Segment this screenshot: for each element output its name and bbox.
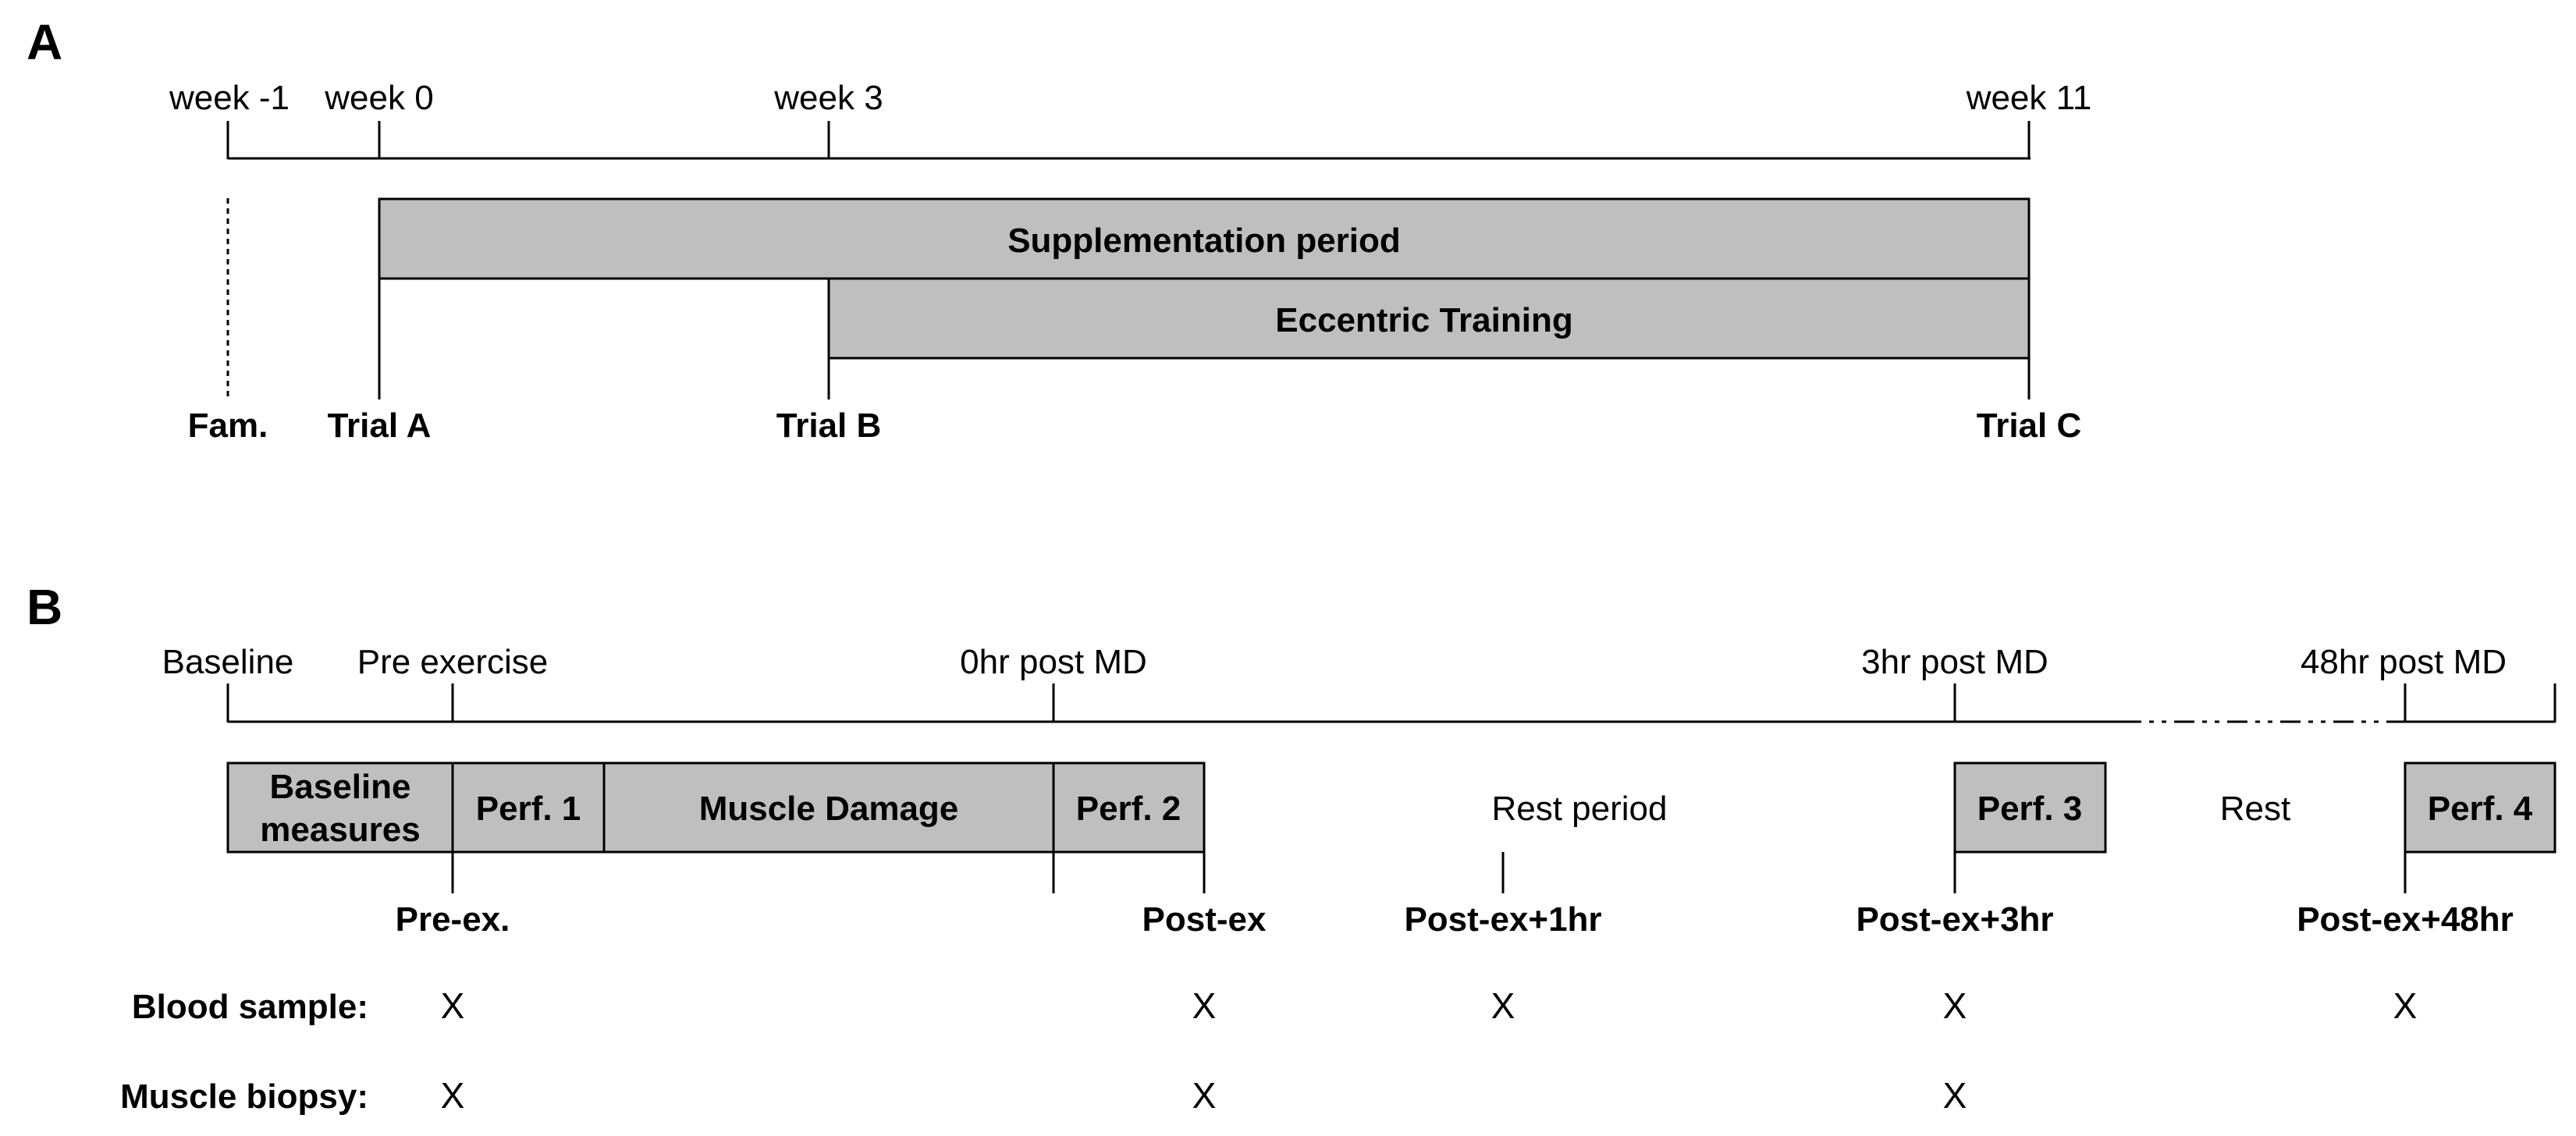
trial-a-label: Trial A: [328, 406, 432, 445]
muscle-biopsy-mark-post-ex: X: [1192, 1075, 1217, 1116]
panel-b-letter: B: [27, 579, 62, 635]
perf-4-box: [2404, 761, 2556, 854]
panel-b: B Baseline Pre exercise 0hr post MD 3hr …: [27, 579, 2556, 1116]
week-3-label: week 3: [773, 79, 883, 117]
post-ex-3hr-label: Post-ex+3hr: [1856, 900, 2053, 939]
muscle-biopsy-row-label: Muscle biopsy:: [120, 1077, 368, 1116]
perf-2-label: Perf. 2: [1076, 790, 1181, 828]
perf-3-label: Perf. 3: [1977, 790, 2083, 828]
trial-b-label: Trial B: [776, 406, 882, 445]
week-minus1-label: week -1: [169, 79, 290, 117]
perf-4-label: Perf. 4: [2428, 790, 2533, 828]
post-ex-label: Post-ex: [1142, 900, 1267, 939]
muscle-biopsy-mark-post-ex-3hr: X: [1943, 1075, 1967, 1116]
blood-sample-mark-pre-ex: X: [441, 985, 465, 1026]
familiarisation-label: Fam.: [188, 406, 268, 445]
muscle-biopsy-mark-pre-ex: X: [441, 1075, 465, 1116]
blood-sample-mark-post-ex-1hr: X: [1491, 985, 1515, 1026]
baseline-timeline-label: Baseline: [162, 643, 294, 681]
panel-a: A week -1 week 0 week 3 week 11 Suppleme…: [27, 14, 2091, 445]
perf-2-box: [1052, 761, 1206, 854]
blood-sample-mark-post-ex: X: [1192, 985, 1217, 1026]
post-ex-48hr-label: Post-ex+48hr: [2297, 900, 2514, 939]
panel-a-letter: A: [27, 14, 62, 70]
perf-1-label: Perf. 1: [476, 790, 581, 828]
eccentric-training-box: [827, 277, 2031, 360]
muscle-damage-box: [602, 761, 1055, 854]
3hr-post-md-timeline-label: 3hr post MD: [1861, 643, 2048, 681]
pre-ex-label: Pre-ex.: [396, 900, 510, 939]
trial-c-label: Trial C: [1977, 406, 2082, 445]
week-11-label: week 11: [1966, 79, 2092, 117]
perf-1-box: [451, 761, 606, 854]
week-0-label: week 0: [324, 79, 433, 117]
blood-sample-mark-post-ex-3hr: X: [1943, 985, 1967, 1026]
blood-sample-row-label: Blood sample:: [132, 988, 368, 1026]
post-ex-1hr-label: Post-ex+1hr: [1404, 900, 1601, 939]
0hr-post-md-timeline-label: 0hr post MD: [960, 643, 1147, 681]
pre-exercise-timeline-label: Pre exercise: [357, 643, 549, 681]
baseline-measures-label-line1: Baseline: [270, 768, 411, 806]
48hr-post-md-timeline-label: 48hr post MD: [2301, 643, 2507, 681]
supplementation-period-box: [378, 197, 2031, 280]
baseline-measures-label-line2: measures: [260, 811, 420, 849]
muscle-damage-label: Muscle Damage: [699, 790, 959, 828]
eccentric-training-label: Eccentric Training: [1275, 301, 1572, 339]
supplementation-period-label: Supplementation period: [1007, 222, 1401, 260]
rest-period-label: Rest period: [1491, 790, 1667, 828]
blood-sample-mark-post-ex-48hr: X: [2393, 985, 2418, 1026]
rest-label: Rest: [2220, 790, 2290, 828]
perf-3-box: [1953, 761, 2107, 854]
